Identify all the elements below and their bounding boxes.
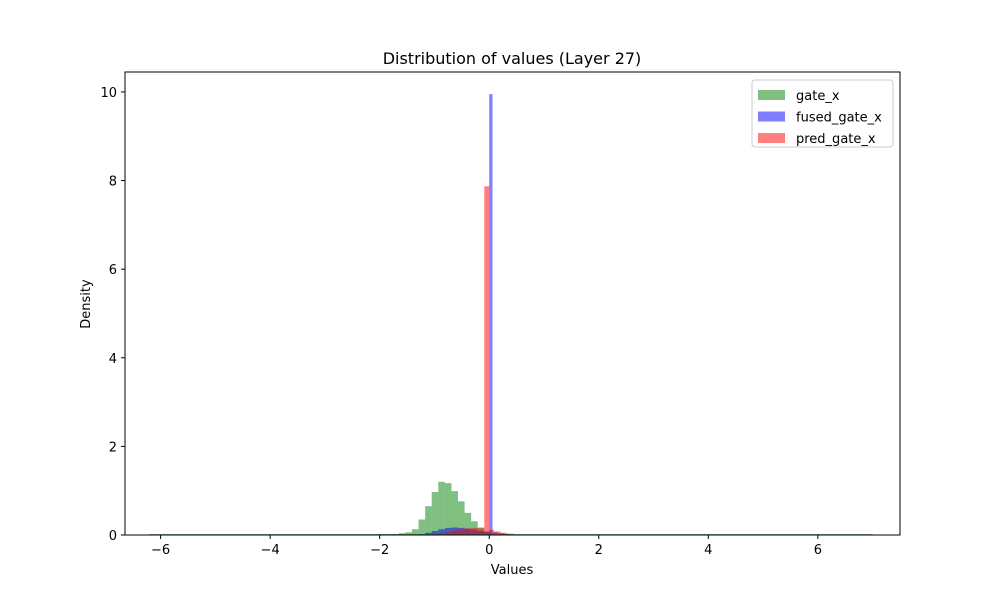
gate_x-bar [445,483,452,535]
x-tick-label: −2 [370,543,389,558]
y-tick-label: 8 [109,175,117,190]
gate_x-bar [425,506,432,535]
y-tick-label: 4 [109,352,117,367]
legend-swatch [758,112,785,122]
y-tick-label: 0 [109,529,117,544]
x-tick-label: 4 [704,543,712,558]
fused_gate_x-bar [489,94,492,535]
x-tick-label: −6 [151,543,170,558]
pred_gate_x-bar [484,186,489,535]
gate_x-bar [438,482,445,535]
legend-swatch [758,90,785,100]
legend-label: fused_gate_x [796,111,882,126]
chart-title: Distribution of values (Layer 27) [383,49,642,68]
y-tick-label: 10 [100,86,117,101]
x-tick-label: 0 [485,543,493,558]
y-tick-label: 6 [109,263,117,278]
legend-label: pred_gate_x [796,132,876,147]
x-tick-label: −4 [261,543,280,558]
gate_x-bar [419,519,426,535]
y-tick-label: 2 [109,440,117,455]
gate_x-bar [432,492,439,535]
legend-label: gate_x [796,89,840,104]
pred_gate_x-bar [471,528,478,535]
x-tick-label: 2 [595,543,603,558]
x-tick-label: 6 [814,543,822,558]
legend: gate_x fused_gate_x pred_gate_x [752,80,893,147]
x-axis-label: Values [491,563,534,578]
y-axis-label: Density [79,279,94,329]
legend-swatch [758,133,785,143]
